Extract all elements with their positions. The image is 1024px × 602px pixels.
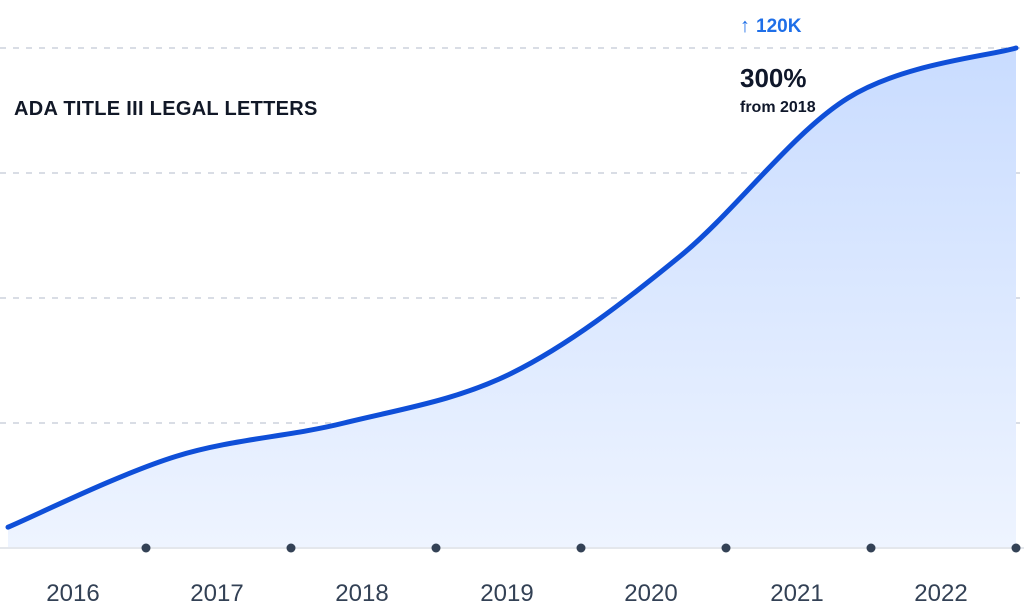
x-axis-label-2020: 2020 [624,580,677,602]
x-axis-dot-4 [576,543,586,553]
x-axis-label-2017: 2017 [190,580,243,602]
growth-highlight: ↑ 120K 300% from 2018 [740,16,860,117]
x-axis-dots [141,543,1021,553]
x-axis-dot-6 [866,543,876,553]
x-axis-label-2018: 2018 [335,580,388,602]
area-fill [8,48,1016,548]
growth-reference: from 2018 [740,99,816,116]
x-axis-dot-1 [141,543,151,553]
x-axis-label-2016: 2016 [46,580,99,602]
peak-value-text: 120K [756,16,802,37]
x-axis-dot-2 [286,543,296,553]
chart-title: ADA TITLE III LEGAL LETTERS [14,98,318,120]
x-axis-dot-7 [1011,543,1021,553]
growth-percentage: 300% [740,63,807,93]
x-axis-dot-5 [721,543,731,553]
arrow-up-icon: ↑ [740,15,750,37]
x-axis-label-2021: 2021 [770,580,823,602]
x-axis-dot-3 [431,543,441,553]
x-axis-labels: 2016 2017 2018 2019 2020 2021 2022 [46,580,967,602]
trend-line [5,45,1019,530]
peak-value-label: ↑ 120K [740,16,860,38]
x-axis-label-2019: 2019 [480,580,533,602]
x-axis-label-2022: 2022 [914,580,967,602]
